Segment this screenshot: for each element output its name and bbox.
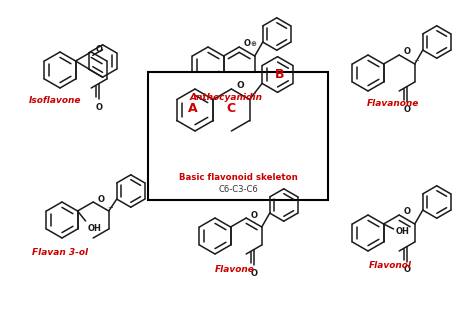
Text: O: O <box>95 45 102 53</box>
Text: ···: ··· <box>108 205 114 211</box>
Text: C6-C3-C6: C6-C3-C6 <box>218 184 258 193</box>
Text: ···: ··· <box>413 58 420 64</box>
Text: O: O <box>403 266 410 274</box>
Text: Basic flavonoid skeleton: Basic flavonoid skeleton <box>179 174 297 183</box>
Text: B: B <box>275 68 284 81</box>
Bar <box>148 72 328 200</box>
Text: O: O <box>244 39 250 49</box>
Text: Anthocyanidin: Anthocyanidin <box>190 93 263 102</box>
Text: O: O <box>95 102 102 112</box>
Text: Flavan 3-ol: Flavan 3-ol <box>32 248 88 257</box>
Text: O: O <box>403 106 410 114</box>
Text: O: O <box>250 268 257 278</box>
Text: O: O <box>403 47 410 57</box>
Text: O: O <box>237 81 244 90</box>
Text: Flavanone: Flavanone <box>367 99 419 108</box>
Text: Flavone: Flavone <box>215 265 255 274</box>
Text: ⊕: ⊕ <box>250 42 256 47</box>
Text: Flavonol: Flavonol <box>368 261 411 270</box>
Text: OH: OH <box>396 227 410 237</box>
Text: OH: OH <box>88 224 101 233</box>
Text: A: A <box>188 102 198 115</box>
Text: O: O <box>250 211 257 219</box>
Text: O: O <box>403 208 410 217</box>
Text: Isoflavone: Isoflavone <box>29 96 81 105</box>
Text: C: C <box>227 102 236 115</box>
Text: O: O <box>98 195 104 204</box>
